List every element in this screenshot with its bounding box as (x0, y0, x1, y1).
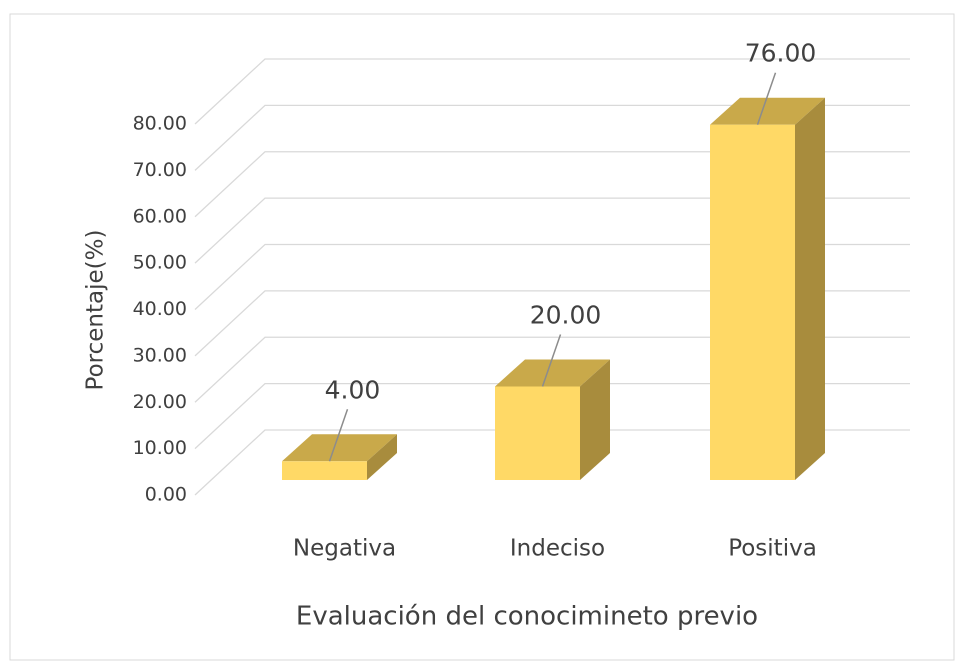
grid-line (194, 151, 910, 218)
value-label: 76.00 (745, 39, 817, 68)
x-tick-label: Indeciso (510, 536, 605, 562)
grid-line (194, 243, 910, 310)
grid-line (194, 336, 910, 403)
y-tick-label: 20.00 (133, 391, 187, 413)
bar-top (495, 359, 610, 387)
x-axis-title: Evaluación del conocimineto previo (296, 602, 758, 632)
bar-side (367, 434, 397, 480)
y-tick-label: 50.00 (133, 252, 187, 274)
grid-line (194, 290, 910, 357)
y-tick-label: 40.00 (133, 298, 187, 320)
grid-line (194, 429, 910, 496)
bar-side (580, 359, 610, 480)
bar-top (282, 434, 397, 462)
y-tick-label: 30.00 (133, 344, 187, 366)
y-tick-label: 70.00 (133, 159, 187, 181)
y-tick-label: 10.00 (133, 437, 187, 459)
leader-line (541, 334, 562, 387)
bar (282, 461, 367, 480)
y-axis-title: Porcentaje(%) (83, 230, 109, 391)
y-tick-label: 0.00 (145, 484, 187, 506)
bar (710, 124, 795, 480)
grid-line (194, 382, 910, 450)
bar (495, 386, 580, 480)
bar-side (795, 97, 825, 480)
value-label: 20.00 (530, 301, 602, 330)
leader-line (328, 409, 349, 462)
y-tick-label: 80.00 (133, 113, 187, 135)
grid-line (194, 58, 910, 125)
grid-line (194, 104, 910, 171)
x-tick-label: Positiva (728, 536, 817, 562)
bar-top (710, 97, 825, 125)
grid-line (194, 197, 910, 264)
y-tick-label: 60.00 (133, 205, 187, 227)
value-label: 4.00 (325, 375, 381, 404)
leader-line (756, 72, 777, 125)
x-tick-label: Negativa (293, 536, 396, 562)
